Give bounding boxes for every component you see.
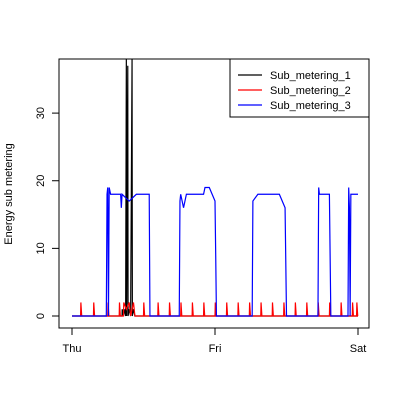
x-tick-label: Sat — [350, 343, 367, 355]
y-tick-label: 30 — [35, 107, 47, 119]
series-layer — [72, 58, 359, 317]
y-tick-label: 20 — [35, 175, 47, 187]
y-tick-label: 10 — [35, 242, 47, 254]
y-axis-title: Energy sub metering — [3, 143, 15, 245]
x-tick-label: Fri — [209, 343, 222, 355]
x-tick-label: Thu — [63, 343, 82, 355]
series-line-3 — [72, 186, 358, 317]
series-line-2 — [72, 302, 359, 317]
legend-label: Sub_metering_2 — [270, 85, 351, 97]
legend-label: Sub_metering_1 — [270, 70, 351, 82]
legend: Sub_metering_1 Sub_metering_2 Sub_metering… — [229, 58, 370, 118]
y-tick-label: 0 — [35, 313, 47, 319]
legend-box — [229, 58, 370, 118]
x-axis: Thu Fri Sat — [63, 327, 367, 355]
y-axis: 0 10 20 30 — [35, 107, 60, 319]
legend-label: Sub_metering_3 — [270, 100, 351, 112]
